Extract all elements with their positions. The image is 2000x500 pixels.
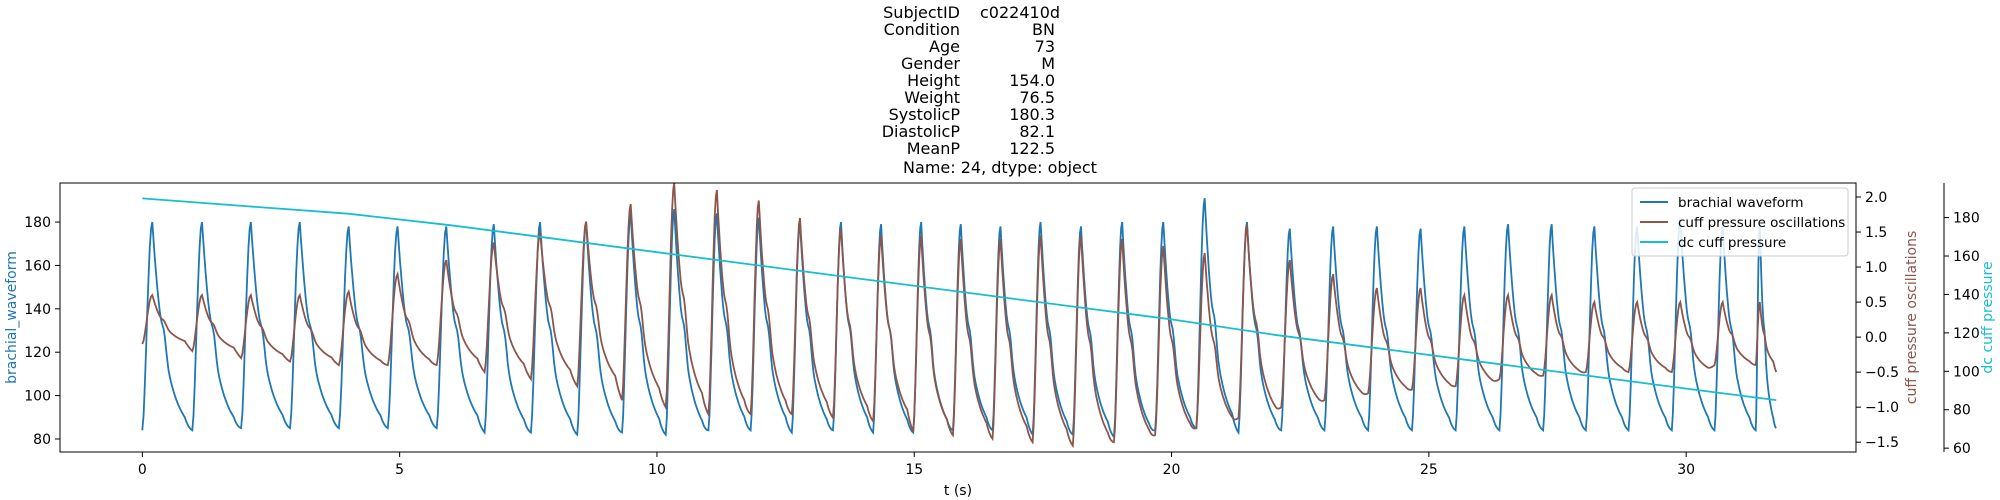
x-tick-label: 10 bbox=[648, 462, 666, 478]
left-axis-label: brachial_waveform bbox=[4, 251, 20, 384]
title-value: 180.3 bbox=[1009, 105, 1055, 124]
right-osc-tick-label: 1.0 bbox=[1865, 260, 1887, 276]
right-dc-tick-label: 120 bbox=[1953, 326, 1980, 342]
right-y-axis-osc: −1.5 −1.0 −0.5 0.0 0.5 1.0 1.5 2.0 bbox=[1856, 190, 1899, 451]
title-key: MeanP bbox=[906, 139, 960, 158]
right-dc-tick-label: 160 bbox=[1953, 249, 1980, 265]
left-tick-label: 80 bbox=[33, 432, 51, 448]
title-key: Height bbox=[907, 71, 960, 90]
right-dc-tick-label: 100 bbox=[1953, 364, 1980, 380]
x-axis-label: t (s) bbox=[944, 483, 972, 499]
right-axis-osc-label: cuff pressure oscillations bbox=[1904, 231, 1920, 405]
right-osc-tick-label: 0.0 bbox=[1865, 330, 1887, 346]
title-value: M bbox=[1041, 54, 1055, 73]
x-tick-label: 20 bbox=[1163, 462, 1181, 478]
left-tick-label: 100 bbox=[24, 389, 51, 405]
title-value: c022410d bbox=[980, 3, 1061, 22]
title-value: 82.1 bbox=[1019, 122, 1055, 141]
left-tick-label: 180 bbox=[24, 215, 51, 231]
left-y-axis: 80 100 120 140 160 180 bbox=[24, 215, 60, 448]
x-axis: 0 5 10 15 20 25 30 bbox=[138, 452, 1695, 478]
title-value: 76.5 bbox=[1019, 88, 1055, 107]
x-tick-label: 5 bbox=[395, 462, 404, 478]
series-cuff-pressure-oscillations bbox=[141, 182, 1778, 449]
right-axis-dc-label: dc cuff pressure bbox=[1980, 261, 1996, 373]
right-osc-tick-label: −1.0 bbox=[1865, 400, 1899, 416]
right-dc-tick-label: 140 bbox=[1953, 287, 1980, 303]
title-key: Age bbox=[929, 37, 960, 56]
title-key: SystolicP bbox=[888, 105, 960, 124]
left-tick-label: 120 bbox=[24, 345, 51, 361]
title-key: Weight bbox=[904, 88, 960, 107]
legend: brachial waveform cuff pressure oscillati… bbox=[1631, 187, 1849, 257]
title-key: Condition bbox=[883, 20, 960, 39]
title-value: BN bbox=[1032, 20, 1055, 39]
plot-frame bbox=[59, 182, 1857, 453]
right-osc-tick-label: 0.5 bbox=[1865, 295, 1887, 311]
right-osc-tick-label: −1.5 bbox=[1865, 435, 1899, 451]
legend-label: brachial waveform bbox=[1678, 195, 1804, 211]
title-value: 154.0 bbox=[1009, 71, 1055, 90]
legend-box bbox=[1631, 187, 1849, 257]
right-dc-tick-label: 180 bbox=[1953, 211, 1980, 227]
title-value: 122.5 bbox=[1009, 139, 1055, 158]
title-key: DiastolicP bbox=[881, 122, 960, 141]
x-tick-label: 0 bbox=[138, 462, 147, 478]
right-osc-tick-label: −0.5 bbox=[1865, 365, 1899, 381]
legend-label: dc cuff pressure bbox=[1678, 235, 1786, 251]
legend-label: cuff pressure oscillations bbox=[1678, 215, 1845, 231]
right-osc-tick-label: 2.0 bbox=[1865, 190, 1887, 206]
left-tick-label: 140 bbox=[24, 302, 51, 318]
right-osc-tick-label: 1.5 bbox=[1865, 225, 1887, 241]
x-tick-label: 30 bbox=[1677, 462, 1695, 478]
x-tick-label: 25 bbox=[1420, 462, 1438, 478]
series-dc-cuff-pressure bbox=[142, 197, 1777, 401]
right-dc-tick-label: 60 bbox=[1953, 441, 1971, 457]
title-footer: Name: 24, dtype: object bbox=[903, 158, 1097, 177]
title-key: SubjectID bbox=[883, 3, 960, 22]
plot-lines bbox=[141, 182, 1778, 449]
right-y-axis-dc: 60 80 100 120 140 160 180 bbox=[1943, 183, 1980, 457]
right-dc-tick-label: 80 bbox=[1953, 403, 1971, 419]
x-tick-label: 15 bbox=[905, 462, 923, 478]
title-key: Gender bbox=[901, 54, 960, 73]
series-brachial-waveform bbox=[141, 198, 1777, 440]
title-value: 73 bbox=[1034, 37, 1055, 56]
left-tick-label: 160 bbox=[24, 258, 51, 274]
